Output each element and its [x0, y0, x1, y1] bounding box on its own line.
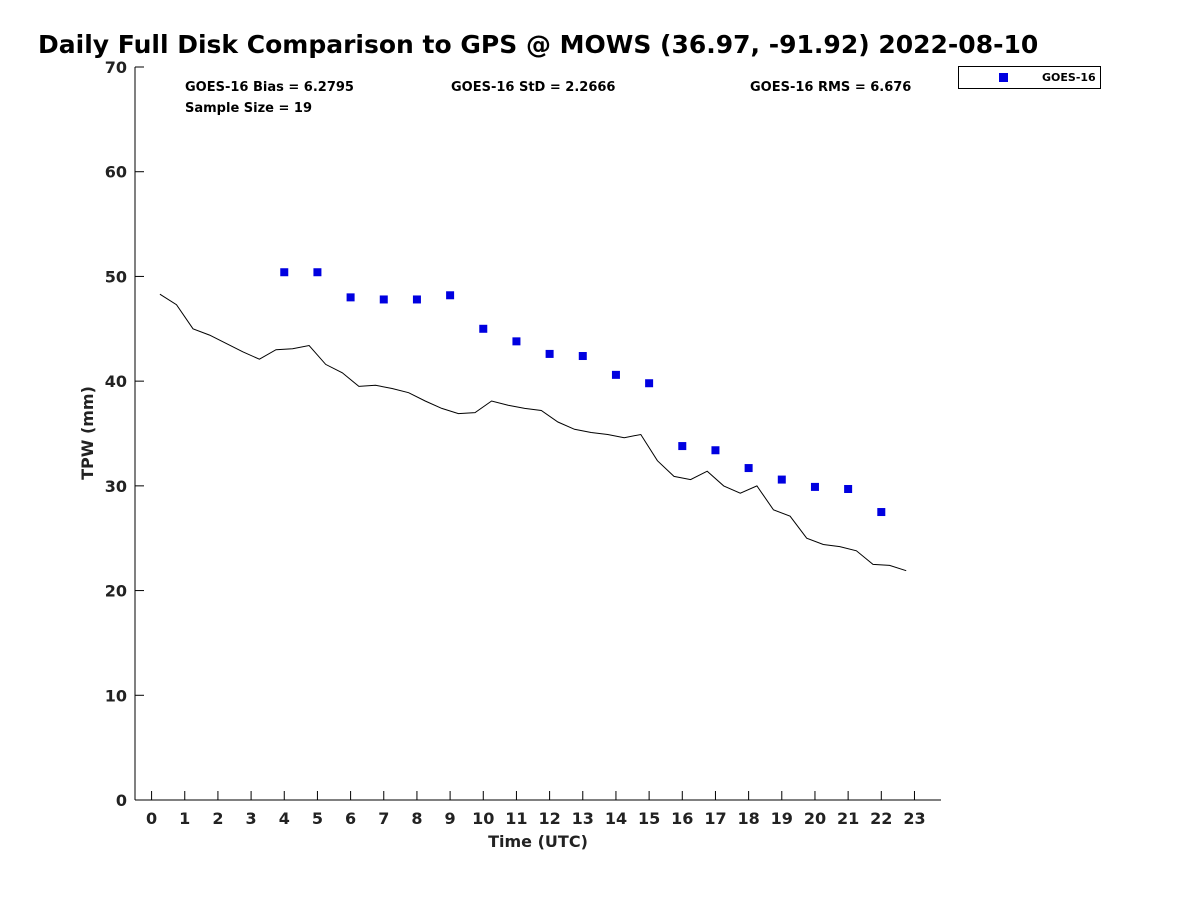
x-tick-label: 13 — [572, 809, 594, 828]
y-tick-label: 0 — [116, 791, 127, 810]
y-axis-label: TPW (mm) — [78, 386, 97, 480]
x-tick-label: 6 — [345, 809, 356, 828]
goes16-point — [611, 370, 620, 379]
y-tick-label: 70 — [105, 58, 127, 77]
x-tick-label: 5 — [312, 809, 323, 828]
x-tick-label: 11 — [505, 809, 527, 828]
goes16-point — [678, 442, 687, 451]
x-tick-label: 10 — [472, 809, 494, 828]
goes16-point — [744, 464, 753, 473]
chart-title: Daily Full Disk Comparison to GPS @ MOWS… — [38, 30, 1039, 59]
y-tick-label: 60 — [105, 163, 127, 182]
sample-size-stat: Sample Size = 19 — [185, 101, 313, 116]
goes16-point — [844, 484, 853, 493]
x-tick-label: 16 — [671, 809, 693, 828]
x-tick-label: 12 — [538, 809, 560, 828]
x-tick-label: 22 — [870, 809, 892, 828]
rms-stat: GOES-16 RMS = 6.676 — [750, 80, 912, 95]
x-tick-label: 9 — [445, 809, 456, 828]
goes16-point — [379, 295, 388, 304]
goes16-point — [877, 508, 886, 517]
x-tick-label: 2 — [212, 809, 223, 828]
goes16-point — [412, 295, 421, 304]
x-tick-label: 0 — [146, 809, 157, 828]
y-tick-label: 20 — [105, 582, 127, 601]
x-tick-label: 23 — [903, 809, 925, 828]
gps-series-line — [159, 293, 907, 572]
x-tick-label: 14 — [605, 809, 627, 828]
x-tick-label: 20 — [804, 809, 826, 828]
goes16-point — [645, 379, 654, 388]
goes16-point — [578, 352, 587, 361]
x-tick-label: 8 — [411, 809, 422, 828]
x-tick-label: 17 — [704, 809, 726, 828]
y-tick-label: 30 — [105, 477, 127, 496]
goes16-point — [512, 337, 521, 346]
goes16-point — [777, 475, 786, 484]
y-tick-label: 50 — [105, 267, 127, 286]
legend-label-goes16: GOES-16 — [1042, 71, 1096, 84]
x-tick-label: 3 — [246, 809, 257, 828]
y-tick-label: 10 — [105, 686, 127, 705]
std-stat: GOES-16 StD = 2.2666 — [451, 80, 616, 95]
x-tick-label: 15 — [638, 809, 660, 828]
y-tick-label: 40 — [105, 372, 127, 391]
x-tick-label: 18 — [737, 809, 759, 828]
goes16-point — [280, 268, 289, 277]
x-axis-label: Time (UTC) — [488, 832, 588, 851]
bias-stat: GOES-16 Bias = 6.2795 — [185, 80, 354, 95]
goes16-point — [810, 482, 819, 491]
goes16-point — [545, 349, 554, 358]
x-tick-label: 7 — [378, 809, 389, 828]
goes16-point — [346, 293, 355, 302]
legend-marker — [999, 73, 1008, 82]
goes16-point — [313, 268, 322, 277]
x-tick-label: 19 — [771, 809, 793, 828]
legend: GOES-16 — [958, 66, 1101, 89]
x-tick-label: 21 — [837, 809, 859, 828]
goes16-point — [479, 324, 488, 333]
goes16-point — [446, 291, 455, 300]
x-tick-label: 4 — [279, 809, 290, 828]
goes16-point — [711, 446, 720, 455]
x-tick-label: 1 — [179, 809, 190, 828]
